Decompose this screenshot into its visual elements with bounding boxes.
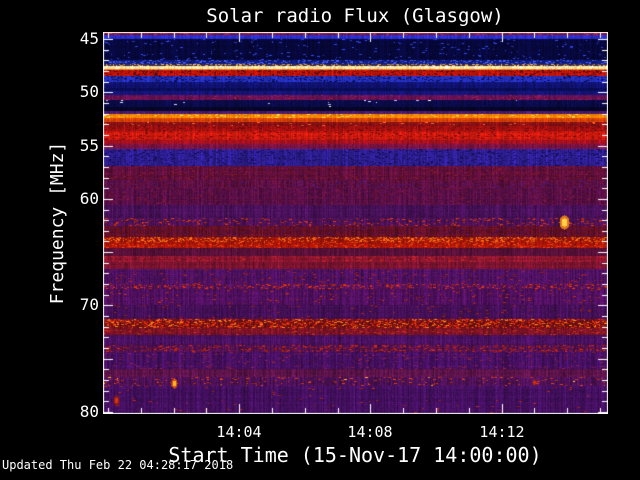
y-tick-label: 45 [79,29,99,48]
spectrogram-canvas [103,32,608,414]
x-axis-title: Start Time (15-Nov-17 14:00:00) [168,443,542,467]
updated-timestamp: Updated Thu Feb 22 04:28:17 2018 [2,458,234,472]
y-axis-title: Frequency [MHz] [47,141,68,305]
chart-title: Solar radio Flux (Glasgow) [206,5,504,27]
y-tick-label: 55 [79,136,99,155]
y-tick-label: 70 [79,295,99,314]
x-tick-label: 14:08 [347,423,393,441]
x-tick-label: 14:04 [216,423,262,441]
y-tick-label: 50 [79,82,99,101]
y-tick-label: 60 [79,189,99,208]
y-tick-label: 80 [79,402,99,421]
x-tick-label: 14:12 [479,423,525,441]
